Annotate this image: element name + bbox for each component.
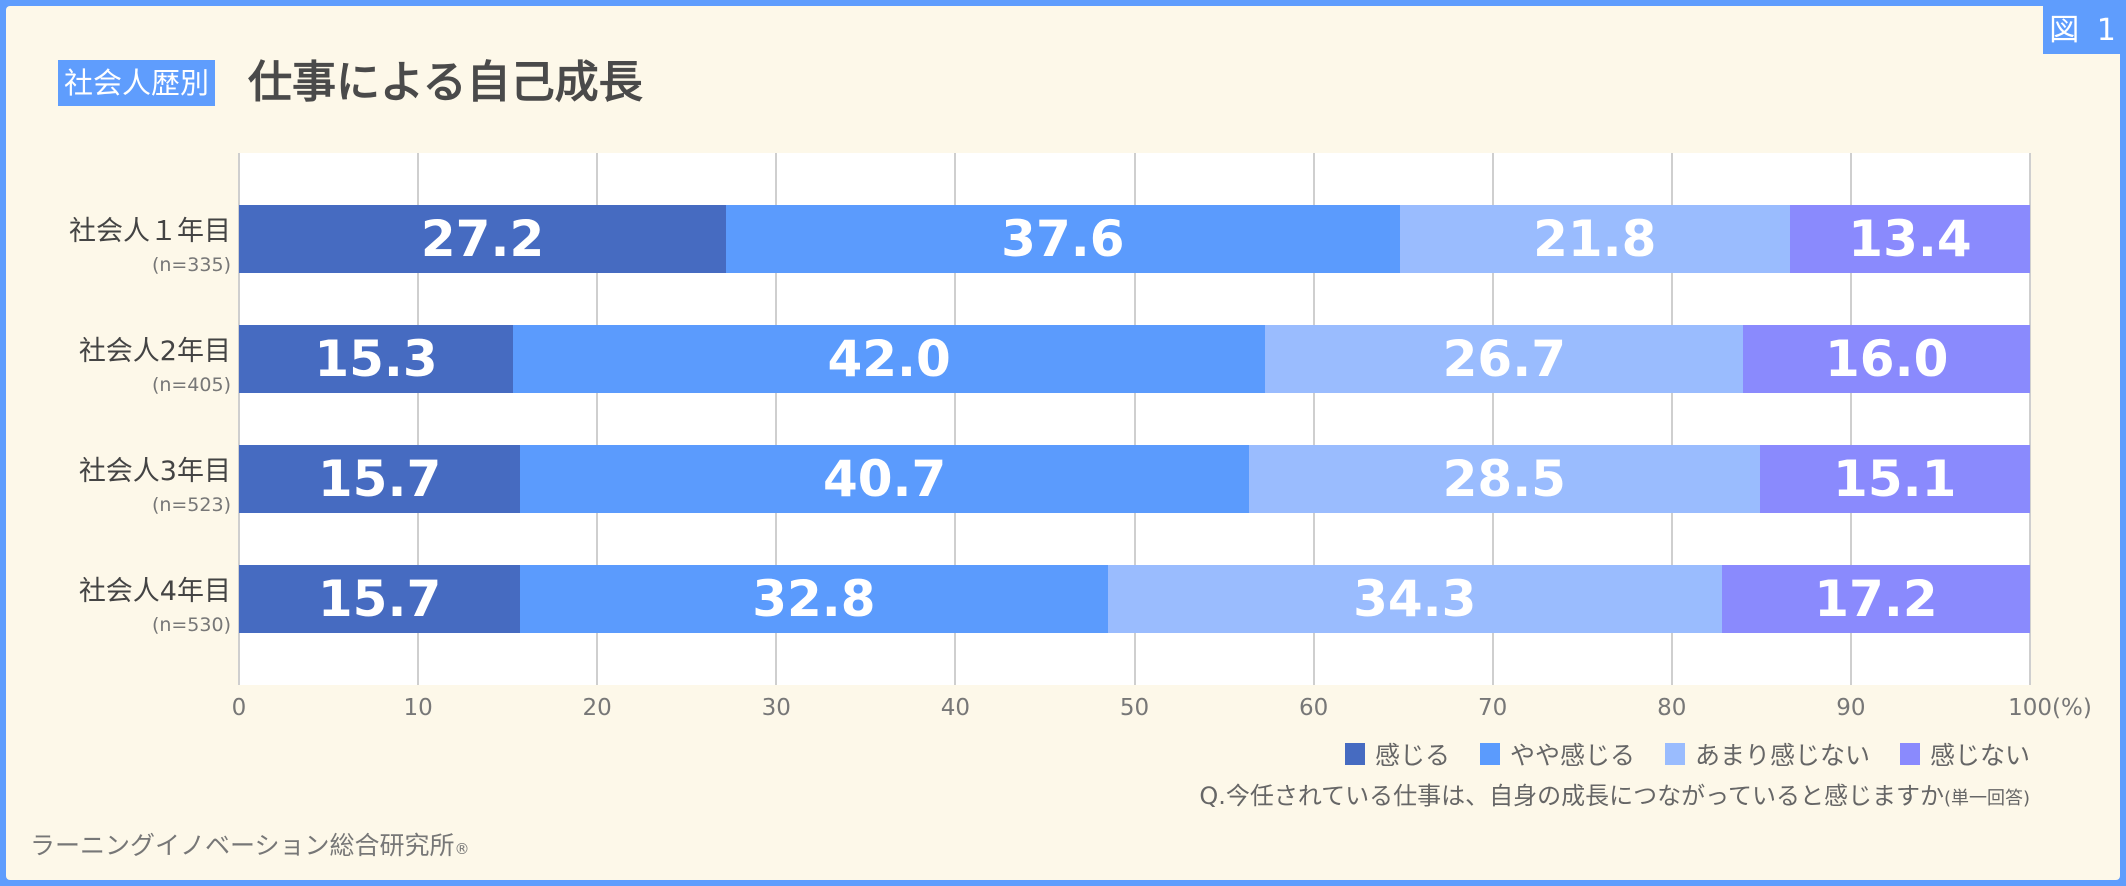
gridline	[1491, 153, 1494, 685]
bar-segment: 40.7	[520, 445, 1250, 513]
data-label: 40.7	[822, 450, 947, 508]
bar-segment: 15.7	[239, 445, 521, 513]
row-label: 社会人3年目 (n=523)	[79, 449, 231, 516]
stacked-bar: 15.7 40.7 28.5 15.1	[239, 445, 2030, 513]
x-tick-label: 70	[1478, 695, 1508, 721]
legend-label: 感じない	[1929, 741, 2030, 770]
figure-badge: 図 1	[2043, 0, 2126, 54]
stacked-bar: 27.2 37.6 21.8 13.4	[239, 205, 2030, 273]
data-label: 26.7	[1442, 330, 1567, 388]
plot-area: 27.2 37.6 21.8 13.4 15.3 42.0 26.7 16.0 15.7 40.7…	[238, 153, 2031, 685]
bar-segment: 37.6	[726, 205, 1400, 273]
gridline	[238, 153, 240, 685]
x-tick-label: 60	[1298, 695, 1329, 721]
legend-item: やや感じる	[1479, 736, 1635, 772]
x-tick-label: 40	[940, 695, 971, 721]
row-label: 社会人１年目 (n=335)	[69, 209, 231, 276]
sample-size: (n=335)	[151, 254, 231, 276]
gridline	[1312, 153, 1315, 685]
sample-size: (n=530)	[151, 614, 231, 636]
legend: 感じる やや感じる あまり感じない 感じない	[1344, 736, 2030, 772]
data-label: 34.3	[1353, 570, 1477, 628]
category-label: 社会人2年目	[78, 336, 231, 367]
gridline	[1670, 153, 1673, 685]
legend-swatch	[1479, 743, 1500, 765]
gridline	[417, 153, 420, 685]
gridline	[1849, 153, 1852, 685]
sample-size: (n=523)	[151, 494, 231, 516]
data-label: 17.2	[1814, 570, 1938, 628]
legend-swatch	[1344, 743, 1365, 765]
gridline	[954, 153, 957, 685]
data-label: 42.0	[827, 330, 951, 388]
legend-item: 感じない	[1899, 736, 2030, 772]
legend-item: 感じる	[1344, 736, 1450, 772]
bar-segment: 15.3	[239, 325, 514, 393]
category-label: 社会人4年目	[78, 576, 231, 607]
x-tick-label: 0	[231, 695, 247, 721]
data-label: 15.7	[317, 570, 442, 628]
stacked-bar: 15.3 42.0 26.7 16.0	[239, 325, 2030, 393]
bar-segment: 21.8	[1399, 205, 1790, 273]
legend-swatch	[1664, 743, 1685, 765]
data-label: 16.0	[1825, 330, 1949, 388]
bar-segment: 32.8	[520, 565, 1108, 633]
bar-segment: 13.4	[1789, 205, 2030, 273]
legend-label: あまり感じない	[1694, 741, 1870, 770]
row-label: 社会人2年目 (n=405)	[79, 329, 231, 396]
bar-segment: 17.2	[1721, 565, 2030, 633]
gridline	[2029, 153, 2031, 685]
bar-segment: 27.2	[239, 205, 727, 273]
stacked-bar: 15.7 32.8 34.3 17.2	[239, 565, 2030, 633]
footer-org: ラーニングイノベーション総合研究所	[30, 831, 455, 860]
gridline	[775, 153, 778, 685]
data-label: 28.5	[1442, 450, 1566, 508]
x-tick-label: 100(%)	[2008, 695, 2092, 721]
footer-credit: ラーニングイノベーション総合研究所®	[30, 826, 470, 862]
x-tick-label: 20	[582, 695, 612, 721]
bar-segment: 42.0	[513, 325, 1266, 393]
chart-title: 仕事による自己成長	[248, 57, 643, 108]
bar-segment: 15.1	[1759, 445, 2030, 513]
x-tick-label: 10	[403, 695, 433, 721]
x-tick-label: 50	[1119, 695, 1150, 721]
category-label: 社会人3年目	[78, 456, 231, 487]
registered-mark: ®	[454, 840, 470, 858]
gridline	[1133, 153, 1136, 685]
data-label: 13.4	[1848, 210, 1972, 268]
legend-item: あまり感じない	[1664, 736, 1870, 772]
data-label: 15.3	[314, 330, 438, 388]
x-tick-label: 80	[1657, 695, 1687, 721]
gridline	[596, 153, 599, 685]
legend-label: やや感じる	[1509, 741, 1635, 770]
data-label: 15.7	[317, 450, 442, 508]
bar-segment: 26.7	[1265, 325, 1744, 393]
question-note: (単一回答)	[1943, 788, 2030, 809]
category-label: 社会人１年目	[69, 216, 231, 247]
data-label: 32.8	[752, 570, 876, 628]
category-tag: 社会人歴別	[58, 60, 216, 106]
data-label: 15.1	[1833, 450, 1957, 508]
bar-segment: 16.0	[1743, 325, 2030, 393]
row-label: 社会人4年目 (n=530)	[79, 569, 231, 636]
data-label: 37.6	[1001, 210, 1125, 268]
legend-swatch	[1899, 743, 1920, 765]
question: Q.今任されている仕事は、自身の成長につながっていると感じますか	[1199, 782, 1944, 810]
bar-segment: 34.3	[1107, 565, 1722, 633]
x-tick-label: 30	[761, 695, 791, 721]
legend-label: 感じる	[1374, 741, 1450, 770]
data-label: 27.2	[420, 210, 545, 268]
bar-segment: 15.7	[239, 565, 521, 633]
bar-segment: 28.5	[1249, 445, 1760, 513]
question-text: Q.今任されている仕事は、自身の成長につながっていると感じますか(単一回答)	[1199, 776, 2030, 811]
x-tick-label: 90	[1836, 695, 1866, 721]
data-label: 21.8	[1533, 210, 1657, 268]
sample-size: (n=405)	[151, 374, 231, 396]
